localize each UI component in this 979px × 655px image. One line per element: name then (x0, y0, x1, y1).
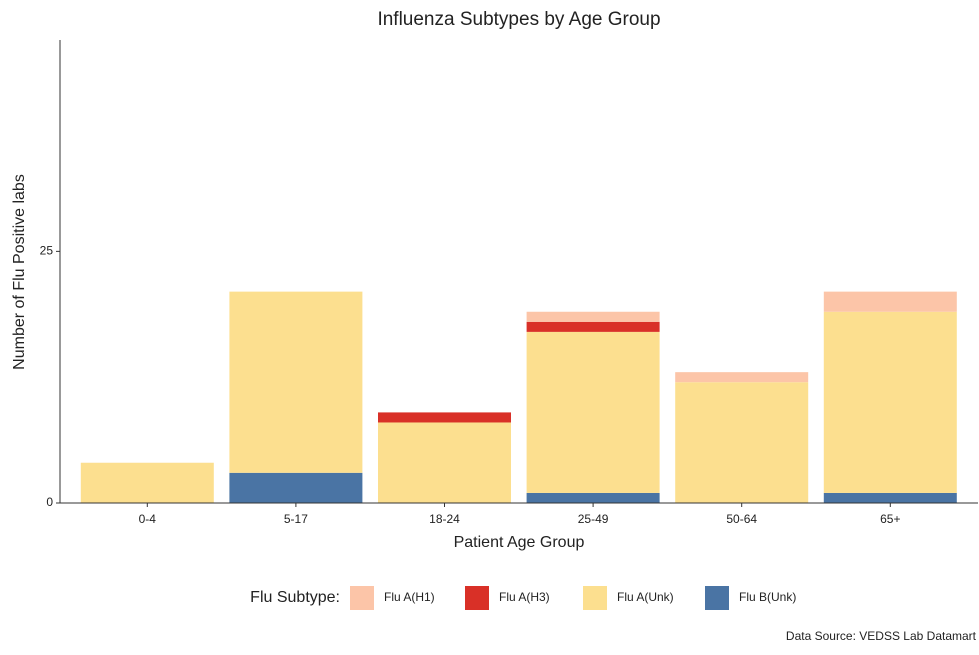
caption: Data Source: VEDSS Lab Datamart (786, 629, 977, 643)
x-tick-label: 25-49 (578, 512, 609, 526)
x-tick-label: 50-64 (726, 512, 757, 526)
bar-segment (526, 321, 660, 332)
bar-segment (80, 462, 214, 503)
bar-segment (675, 382, 809, 503)
bar-segment (823, 311, 957, 493)
bar-segment (675, 372, 809, 383)
legend-label: Flu A(H3) (499, 590, 550, 604)
legend-label: Flu A(H1) (384, 590, 435, 604)
bar-segment (229, 472, 363, 503)
legend-swatch (465, 586, 489, 610)
bar-segment (378, 412, 511, 423)
bar-segment (526, 331, 660, 493)
x-tick-label: 0-4 (139, 512, 157, 526)
bar-segment (526, 492, 660, 503)
legend-swatch (583, 586, 607, 610)
y-tick-label: 0 (46, 495, 53, 509)
legend-swatch (705, 586, 729, 610)
legend-label: Flu A(Unk) (617, 590, 674, 604)
bar-segment (229, 291, 363, 473)
x-axis-label: Patient Age Group (454, 534, 585, 551)
legend-label: Flu B(Unk) (739, 590, 796, 604)
legend-title: Flu Subtype: (250, 589, 340, 606)
legend-swatch (350, 586, 374, 610)
y-axis-label: Number of Flu Positive labs (11, 174, 28, 370)
bar-segment (823, 492, 957, 503)
y-tick-label: 25 (40, 244, 54, 258)
bar-segment (823, 291, 957, 312)
chart-title: Influenza Subtypes by Age Group (377, 9, 660, 30)
x-tick-label: 5-17 (284, 512, 308, 526)
bar-segment (526, 311, 660, 322)
x-tick-label: 18-24 (429, 512, 460, 526)
bar-segment (378, 422, 511, 503)
x-tick-label: 65+ (880, 512, 900, 526)
